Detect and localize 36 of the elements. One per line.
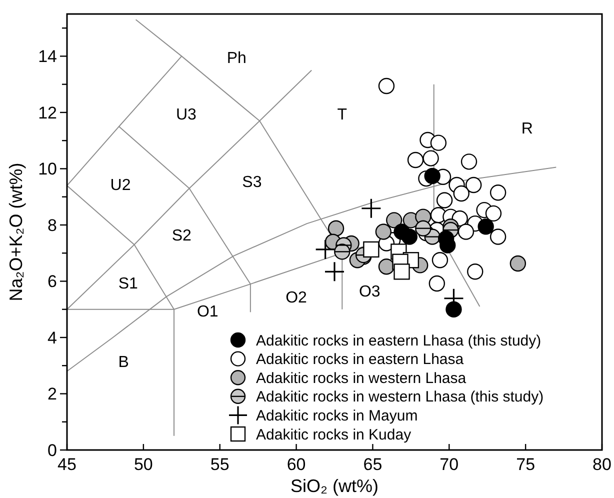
annotation: S2 [172, 227, 192, 244]
annotation: B [118, 354, 129, 372]
x-tick-label: 65 [363, 455, 382, 474]
x-tick-label: 45 [58, 455, 76, 474]
x-tick-label: 80 [592, 455, 612, 474]
annotation: U2 [110, 176, 131, 194]
annotation: S1 [118, 275, 138, 292]
y-axis-title: Na₂O+K₂O (wt%) [6, 162, 26, 302]
annotation: U3 [176, 106, 197, 124]
annotation: R [521, 120, 533, 138]
y-tick-label: 10 [38, 160, 57, 179]
annotation: Ph [226, 50, 246, 68]
annotation: O1 [196, 303, 218, 320]
y-tick-label: 14 [38, 47, 57, 66]
x-tick-label: 60 [286, 455, 306, 474]
x-tick-label: 70 [440, 455, 459, 474]
y-tick-label: 2 [48, 384, 57, 404]
x-tick-label: 55 [210, 455, 230, 474]
legend-label: Adakitic rocks in eastern Lhasa [256, 351, 464, 368]
y-tick-label: 4 [48, 328, 57, 348]
legend-label: Adakitic rocks in western Lhasa (this study) [256, 388, 544, 406]
annotation: S3 [242, 174, 262, 192]
legend-label: Adakitic rocks in western Lhasa [256, 370, 467, 387]
legend-label: Adakitic rocks in eastern Lhasa (this study) [256, 332, 542, 350]
y-tick-label: 12 [38, 103, 57, 122]
annotation: O3 [358, 284, 380, 301]
legend-label: Adakitic rocks in Kuday [256, 426, 412, 444]
x-tick-label: 75 [516, 455, 536, 474]
y-tick-label: 6 [48, 272, 57, 292]
annotation: T [337, 106, 348, 124]
x-tick-label: 50 [134, 455, 153, 474]
annotation: O2 [286, 289, 308, 306]
y-tick-label: 8 [48, 216, 57, 235]
legend-label: Adakitic rocks in Mayum [256, 407, 418, 424]
y-tick-label: 0 [48, 440, 57, 460]
x-axis-title: SiO₂ (wt%) [290, 476, 378, 496]
